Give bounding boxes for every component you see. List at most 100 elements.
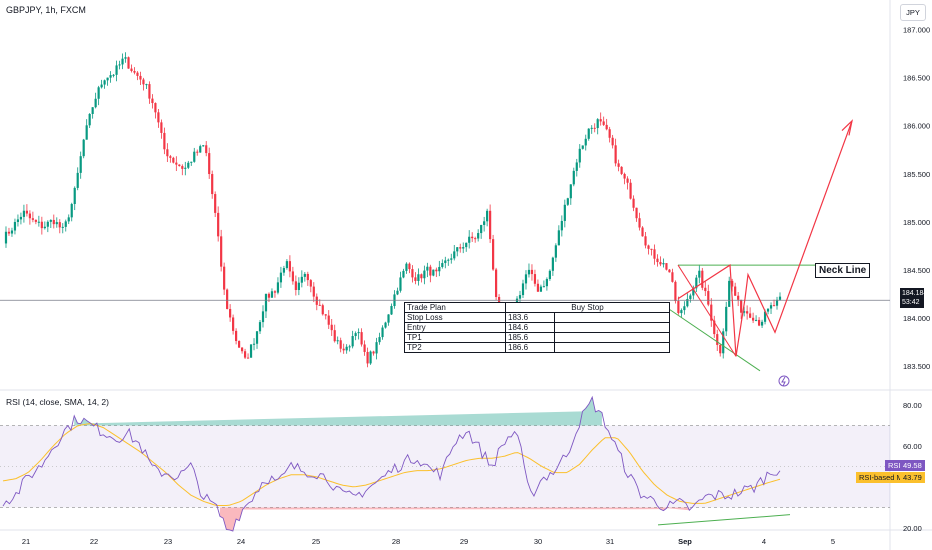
currency-button[interactable]: JPY xyxy=(900,4,926,21)
countdown-value: 53:42 xyxy=(902,299,920,306)
price-axis-label: 184.000 xyxy=(903,314,930,323)
candle-body xyxy=(617,163,620,167)
candle-body xyxy=(635,207,638,219)
candle-body xyxy=(184,167,187,169)
candle-body xyxy=(243,351,247,358)
candle-body xyxy=(306,273,309,281)
candle-body xyxy=(772,305,776,307)
candle-body xyxy=(366,351,369,364)
candle-body xyxy=(737,295,740,300)
candle-body xyxy=(270,291,274,298)
candle-body xyxy=(429,266,432,276)
candle-body xyxy=(489,210,492,240)
candle-body xyxy=(235,330,238,342)
candle-body xyxy=(492,239,495,270)
candle-body xyxy=(778,296,782,300)
candle-body xyxy=(477,233,480,239)
candle-body xyxy=(590,127,593,129)
candle-body xyxy=(414,277,417,281)
candle-body xyxy=(178,164,181,167)
candle-body xyxy=(291,271,294,282)
candle-body xyxy=(450,258,453,260)
candle-body xyxy=(249,344,253,358)
candle-body xyxy=(321,305,324,315)
candle-body xyxy=(769,305,773,309)
price-axis-label: 186.500 xyxy=(903,74,930,83)
candle-body xyxy=(620,166,623,174)
candle-body xyxy=(539,286,543,292)
candle-body xyxy=(31,218,34,220)
candle-body xyxy=(760,321,764,326)
candle-body xyxy=(722,331,725,354)
candle-body xyxy=(363,344,366,352)
candle-body xyxy=(566,198,569,205)
candle-body xyxy=(677,301,680,314)
candle-body xyxy=(190,161,193,163)
candle-body xyxy=(584,138,587,146)
rsi-name-tag: RSI xyxy=(885,460,904,471)
candle-body xyxy=(16,219,20,222)
candle-body xyxy=(740,299,743,313)
candle-body xyxy=(710,304,713,321)
candle-body xyxy=(602,121,605,125)
candle-body xyxy=(103,80,106,85)
candle-body xyxy=(405,263,408,271)
candle-body xyxy=(420,274,423,279)
time-axis-label: 30 xyxy=(534,537,542,546)
candle-body xyxy=(112,74,115,76)
candle-body xyxy=(258,322,262,332)
candle-body xyxy=(698,270,701,278)
pattern-line xyxy=(677,264,737,357)
candle-body xyxy=(34,219,37,222)
candle-body xyxy=(599,119,602,122)
candle-body xyxy=(683,306,686,311)
candle-body xyxy=(67,217,70,222)
candle-body xyxy=(315,296,318,305)
candle-body xyxy=(453,251,456,259)
candle-body xyxy=(665,263,668,270)
time-axis-label: 24 xyxy=(237,537,245,546)
rsi-indicator-label[interactable]: RSI (14, close, SMA, 14, 2) xyxy=(6,397,109,407)
trade-plan-table: Trade Plan Buy Stop Stop Loss 183.6 Entr… xyxy=(404,302,670,353)
candle-body xyxy=(193,151,196,162)
rsi-overbought-fill xyxy=(74,397,602,426)
candle-body xyxy=(701,270,704,288)
candle-body xyxy=(124,57,127,59)
trade-plan-row: Stop Loss 183.6 xyxy=(404,312,670,323)
trade-plan-cell: Entry xyxy=(404,322,506,333)
candle-body xyxy=(608,129,611,138)
candle-body xyxy=(638,218,641,228)
candle-body xyxy=(76,172,79,188)
candle-body xyxy=(145,84,148,86)
candle-body xyxy=(468,236,471,243)
candle-body xyxy=(106,77,109,81)
candle-body xyxy=(136,72,139,76)
trade-plan-cell xyxy=(554,332,670,343)
candle-body xyxy=(731,280,734,287)
candle-body xyxy=(763,311,767,322)
candle-body xyxy=(91,107,94,114)
candle-body xyxy=(127,57,130,69)
candle-body xyxy=(255,331,259,344)
time-axis-label: 22 xyxy=(90,537,98,546)
candle-body xyxy=(151,98,154,104)
candle-body xyxy=(211,174,214,195)
candle-body xyxy=(563,204,566,221)
candle-body xyxy=(43,226,46,229)
candle-body xyxy=(423,270,426,279)
trade-plan-cell xyxy=(554,342,670,353)
neck-line-label: Neck Line xyxy=(815,263,871,278)
candle-body xyxy=(614,145,617,164)
rsi-axis-label: 80.00 xyxy=(903,401,922,410)
price-axis-label: 185.500 xyxy=(903,170,930,179)
candle-body xyxy=(237,341,241,348)
candle-body xyxy=(605,124,608,130)
candle-body xyxy=(557,230,560,246)
candle-body xyxy=(115,65,118,75)
candle-body xyxy=(297,282,300,291)
candle-body xyxy=(37,221,40,223)
candle-body xyxy=(133,70,136,73)
candle-body xyxy=(578,148,581,163)
candle-body xyxy=(229,308,232,318)
